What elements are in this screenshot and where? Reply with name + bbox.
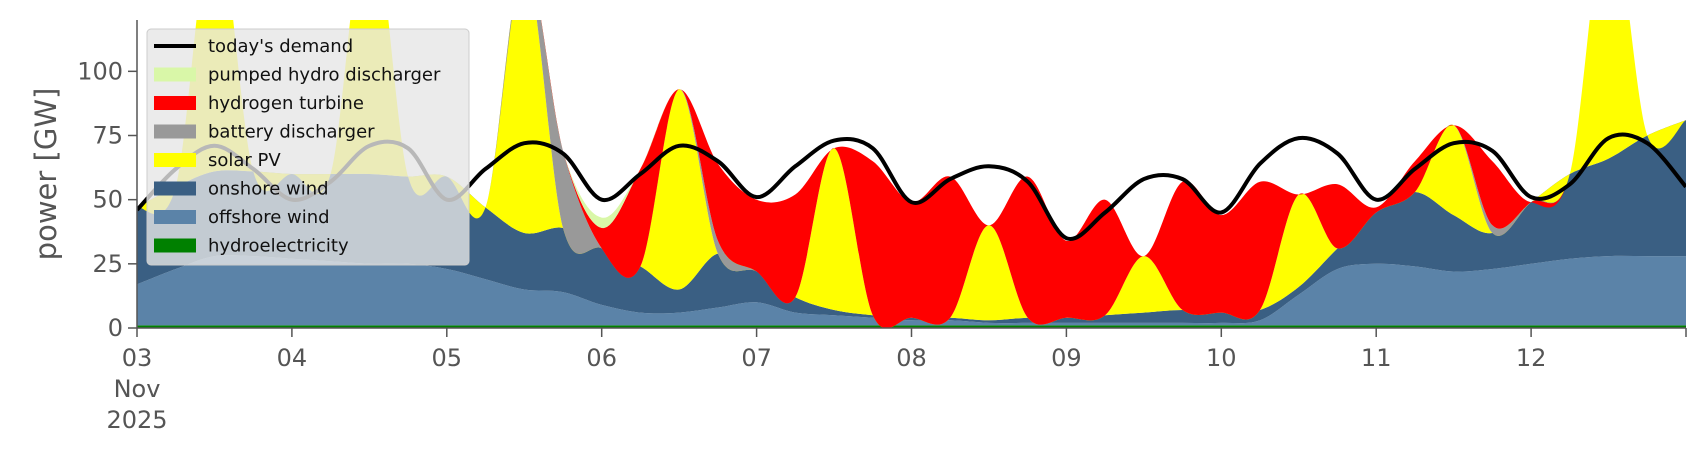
legend-swatch <box>154 181 196 196</box>
legend-label: offshore wind <box>208 207 330 228</box>
x-tick-label: 08 <box>896 344 927 372</box>
x-tick-label: 2025 <box>106 406 167 434</box>
legend-label: today's demand <box>208 36 353 57</box>
x-tick-label: 07 <box>741 344 772 372</box>
x-tick-label: 09 <box>1051 344 1082 372</box>
y-ticks: 0 25 50 75 100 <box>77 57 137 342</box>
area-offshore-wind <box>137 255 1686 326</box>
y-axis-title: power [GW] <box>29 88 63 261</box>
x-tick-label: 06 <box>586 344 617 372</box>
x-tick-label: 10 <box>1206 344 1237 372</box>
y-tick-label: 50 <box>92 186 123 214</box>
x-tick-label: 04 <box>277 344 308 372</box>
legend-label: solar PV <box>208 150 281 171</box>
y-tick-label: 0 <box>108 314 123 342</box>
legend-swatch <box>154 238 196 253</box>
area-onshore-wind <box>137 120 1686 324</box>
x-tick-label: 05 <box>432 344 463 372</box>
y-tick-label: 75 <box>92 122 123 150</box>
x-tick-label: 11 <box>1361 344 1392 372</box>
area-hydrogen-turbine <box>137 20 1686 328</box>
area-solar-pv <box>137 20 1686 328</box>
legend-label: hydroelectricity <box>208 236 349 257</box>
y-tick-label: 25 <box>92 250 123 278</box>
legend-swatch <box>154 210 196 224</box>
legend-swatch <box>154 96 196 110</box>
legend-label: onshore wind <box>208 179 329 200</box>
y-tick-label: 100 <box>77 57 123 85</box>
legend-swatch <box>154 67 196 82</box>
legend-label: hydrogen turbine <box>208 93 364 114</box>
x-tick-label: 12 <box>1516 344 1547 372</box>
legend: today's demand pumped hydro discharger hyd… <box>146 28 470 266</box>
legend-swatch <box>154 124 196 139</box>
legend-swatch <box>154 153 196 167</box>
x-ticks: 03 Nov 2025 04 05 06 07 08 09 10 11 12 <box>106 328 1687 434</box>
legend-box <box>146 28 470 266</box>
x-tick-label: Nov <box>114 375 161 403</box>
legend-label: pumped hydro discharger <box>208 65 441 86</box>
legend-label: battery discharger <box>208 122 375 143</box>
x-tick-label: 03 <box>122 344 153 372</box>
